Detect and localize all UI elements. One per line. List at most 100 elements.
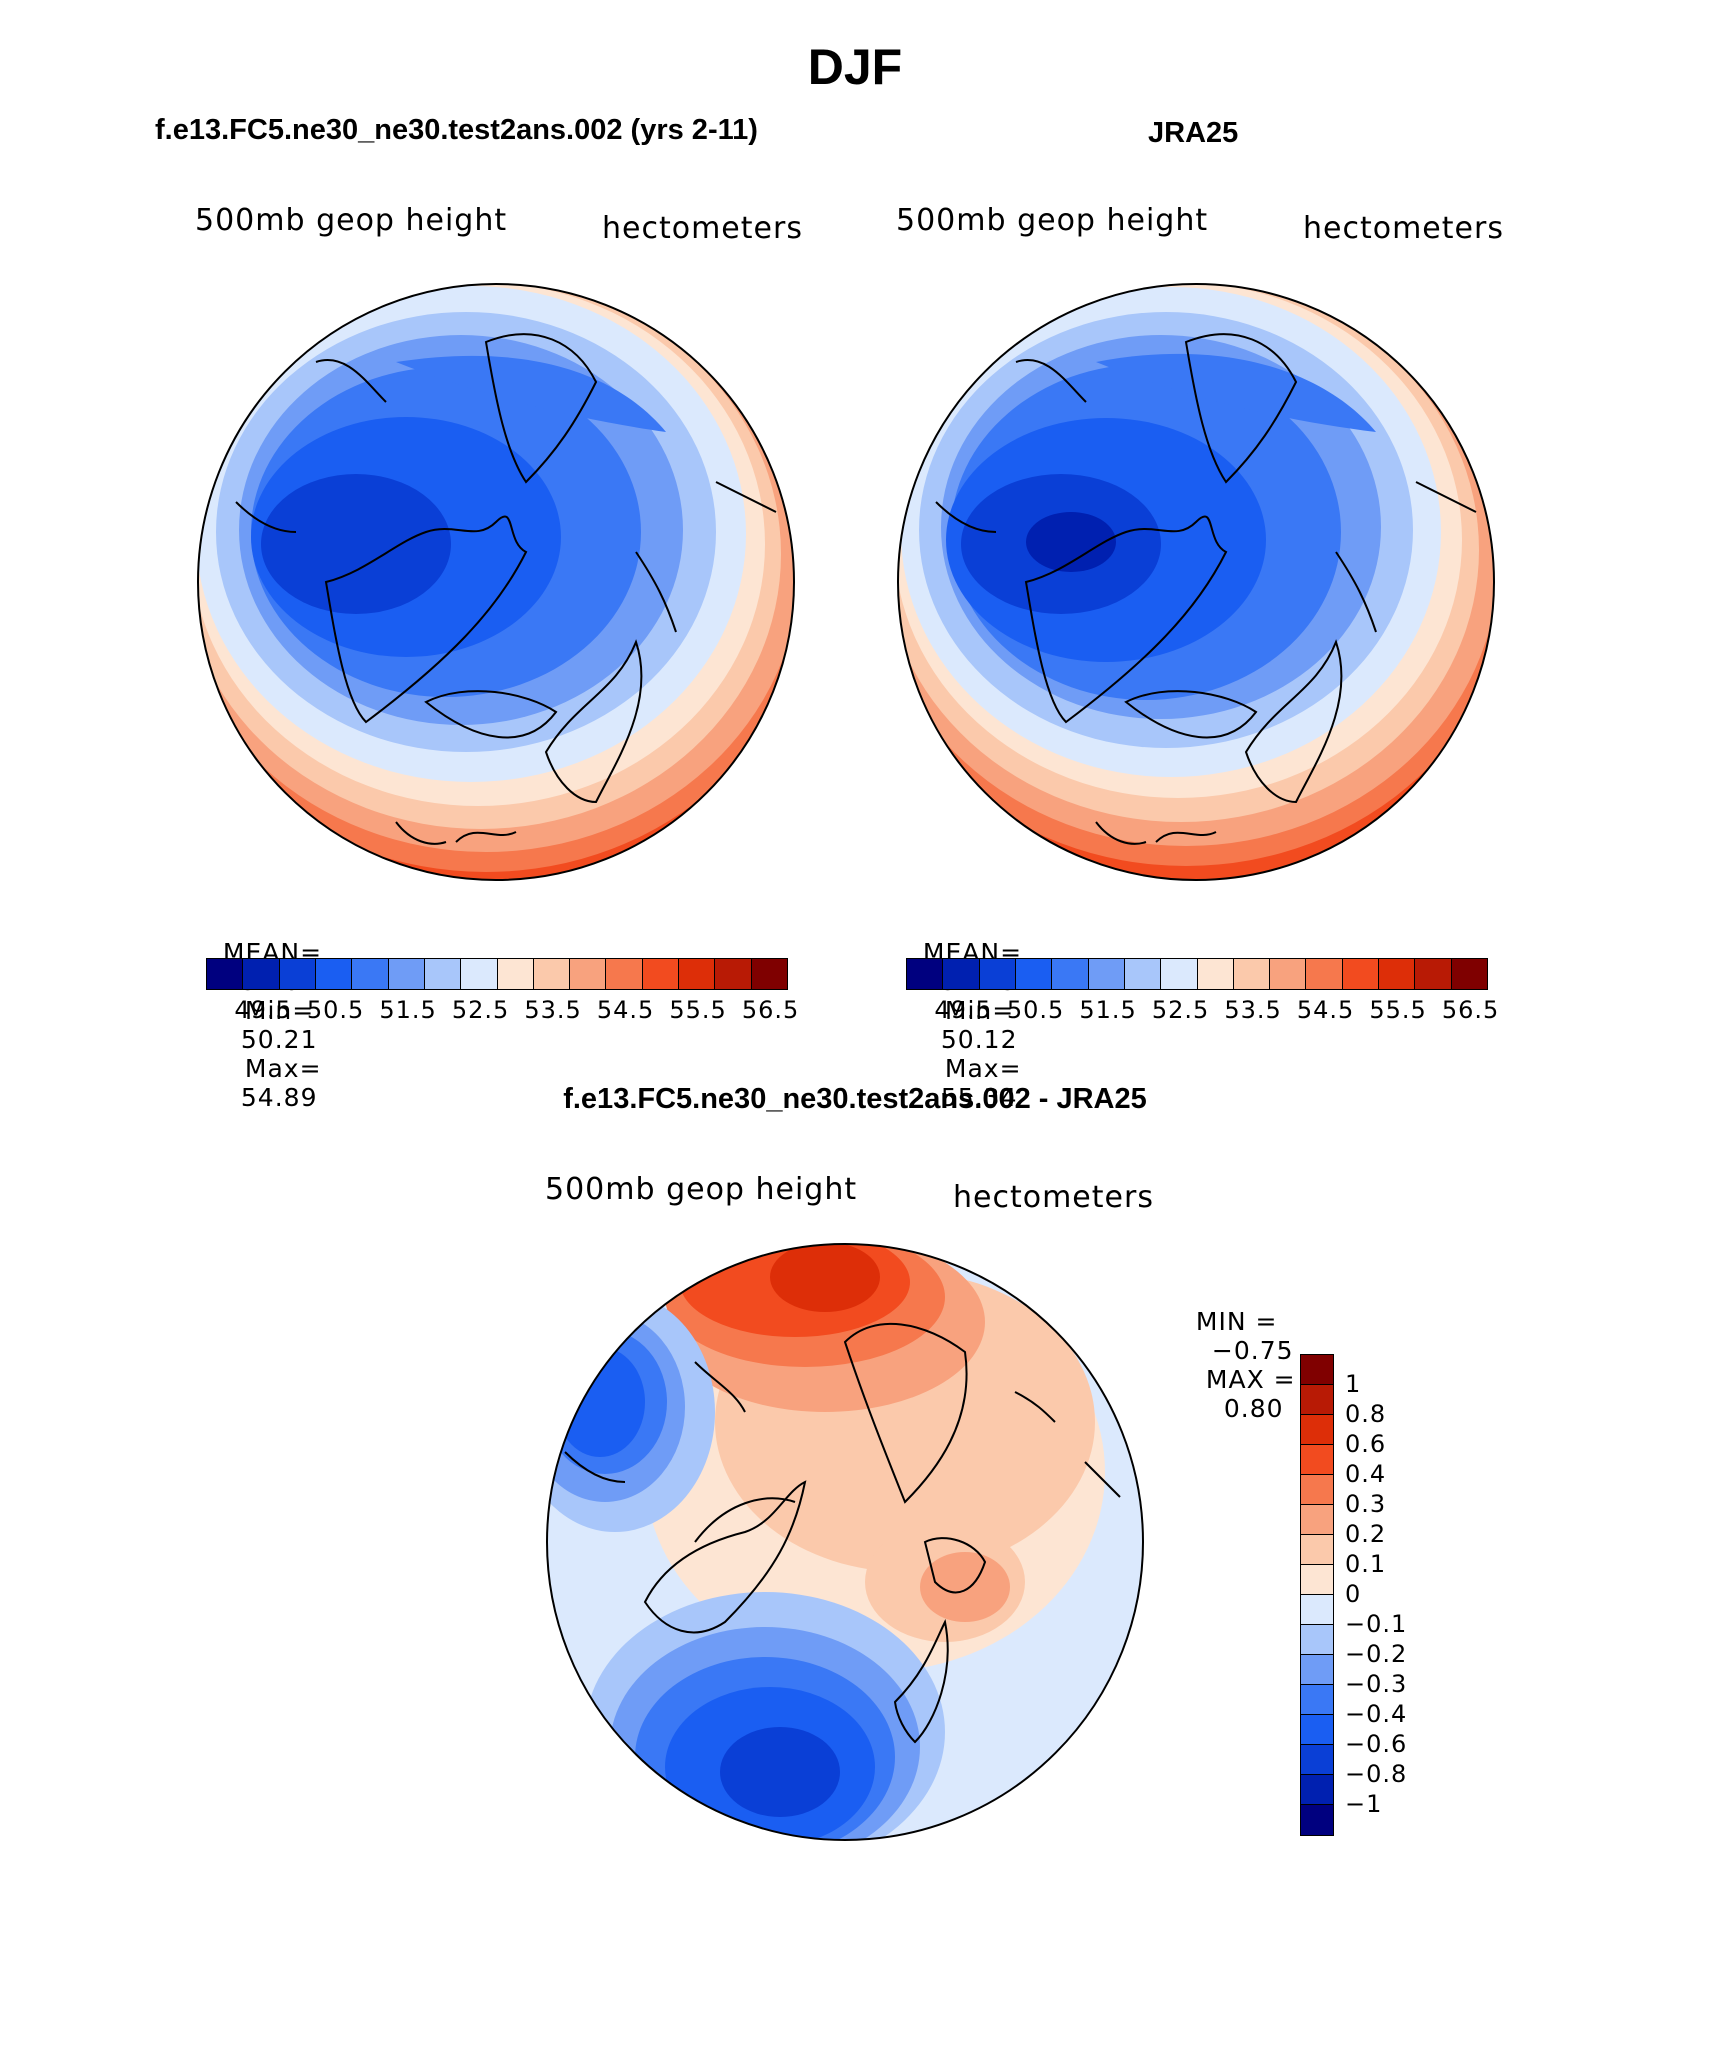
colorbar-swatch [352,959,389,989]
diff-units: hectometers [953,1180,1154,1215]
panel-2-header: JRA25 [1148,117,1239,149]
colorbar-tick-label: −0.8 [1345,1760,1408,1788]
diff-min-max: MIN = −0.75 MAX = 0.80 [1178,1278,1296,1423]
colorbar-swatch [1301,1715,1333,1745]
colorbar-swatch [1233,959,1271,989]
diff-polar-map [546,1243,1144,1841]
colorbar-tick-label: 50.5 [306,996,365,1024]
colorbar-tick-label: 53.5 [1224,996,1282,1024]
colorbar-swatch [461,959,498,989]
colorbar-swatch [533,959,571,989]
colorbar-swatch [642,959,680,989]
colorbar-tick-label: 49.5 [234,996,292,1024]
colorbar-swatch [1379,959,1416,989]
colorbar-swatch [1301,1445,1333,1475]
diff-min-value: −0.75 [1211,1336,1294,1365]
colorbar-swatch [1124,959,1162,989]
colorbar-tick-label: −1 [1345,1790,1383,1818]
colorbar-swatch [1270,959,1307,989]
colorbar-swatch [606,959,643,989]
panel-1-polar-map [197,283,795,881]
colorbar-tick-label: 52.5 [1151,996,1210,1024]
colorbar-swatch [1301,1505,1333,1535]
colorbar-swatch [751,959,787,989]
colorbar-tick-label: 0.2 [1345,1520,1387,1548]
diff-max-label: MAX = [1205,1365,1296,1394]
colorbar-tick-label: 54.5 [1296,996,1355,1024]
panel-2-colorbar-ticks: 49.5 50.5 51.5 52.5 53.5 54.5 55.5 56.5 [906,996,1498,1026]
panel-1-max-label: Max= [244,1054,322,1083]
colorbar-swatch [497,959,534,989]
colorbar-swatch [1301,1805,1333,1835]
diff-max-value: 0.80 [1223,1394,1284,1423]
colorbar-tick-label: 0.6 [1345,1430,1387,1458]
colorbar-swatch [1161,959,1198,989]
diff-field-label: 500mb geop height [545,1172,858,1207]
panel-1-colorbar [206,958,788,990]
colorbar-swatch [1301,1385,1333,1415]
colorbar-swatch [1306,959,1343,989]
colorbar-tick-label: 56.5 [741,996,800,1024]
colorbar-swatch [1301,1415,1333,1445]
panel-1-header: f.e13.FC5.ne30_ne30.test2ans.002 (yrs 2-… [155,114,758,146]
colorbar-tick-label: 1 [1345,1370,1362,1398]
colorbar-swatch [1301,1625,1333,1655]
panel-2-min-value: 50.12 [940,1025,1018,1054]
diff-min-label: MIN = [1195,1307,1278,1336]
colorbar-swatch [1451,959,1487,989]
colorbar-swatch [424,959,462,989]
diff-colorbar-ticks: 1 0.8 0.6 0.4 0.3 0.2 0.1 0 −0.1 −0.2 −0.3 −0.4 −0.6… [1345,1354,1465,1834]
colorbar-tick-label: 54.5 [596,996,655,1024]
panel-2-max-value: 55.34 [940,1083,1018,1112]
colorbar-swatch [1301,1775,1333,1805]
panel-1-min-value: 50.21 [240,1025,318,1054]
panel-2-colorbar [906,958,1488,990]
colorbar-swatch [679,959,716,989]
diff-header: f.e13.FC5.ne30_ne30.test2ans.002 - JRA25 [563,1083,1147,1115]
colorbar-tick-label: 0.8 [1345,1400,1387,1428]
colorbar-swatch [207,959,244,989]
colorbar-swatch [979,959,1016,989]
page-title: DJF [807,39,903,95]
colorbar-swatch [1301,1565,1333,1595]
colorbar-tick-label: −0.1 [1345,1610,1408,1638]
colorbar-swatch [279,959,316,989]
diff-colorbar [1300,1354,1334,1836]
colorbar-swatch [1197,959,1234,989]
colorbar-swatch [388,959,425,989]
colorbar-swatch [1301,1355,1333,1385]
colorbar-swatch [1015,959,1053,989]
colorbar-tick-label: 56.5 [1441,996,1500,1024]
colorbar-swatch [1301,1595,1333,1625]
colorbar-tick-label: −0.3 [1345,1670,1408,1698]
colorbar-swatch [1301,1745,1333,1775]
panel-2-units: hectometers [1303,211,1504,246]
panel-2-field-label: 500mb geop height [896,203,1209,238]
colorbar-swatch [243,959,280,989]
panel-1-min-label: Min= [244,996,315,1025]
colorbar-tick-label: 55.5 [669,996,727,1024]
colorbar-tick-label: 0.1 [1345,1550,1387,1578]
colorbar-tick-label: 0 [1345,1580,1362,1608]
colorbar-tick-label: 0.3 [1345,1490,1387,1518]
colorbar-swatch [570,959,607,989]
colorbar-swatch [715,959,752,989]
colorbar-swatch [1415,959,1452,989]
colorbar-tick-label: −0.6 [1345,1730,1408,1758]
colorbar-swatch [1301,1475,1333,1505]
colorbar-swatch [907,959,944,989]
colorbar-tick-label: 0.4 [1345,1460,1387,1488]
colorbar-swatch [1052,959,1089,989]
colorbar-tick-label: 49.5 [934,996,992,1024]
panel-1-units: hectometers [602,211,803,246]
colorbar-tick-label: 50.5 [1006,996,1065,1024]
colorbar-swatch [1342,959,1380,989]
colorbar-swatch [1301,1655,1333,1685]
colorbar-tick-label: 52.5 [451,996,510,1024]
panel-2-max-label: Max= [944,1054,1022,1083]
colorbar-tick-label: 51.5 [379,996,437,1024]
colorbar-swatch [1088,959,1125,989]
colorbar-swatch [315,959,353,989]
colorbar-swatch [943,959,980,989]
colorbar-tick-label: 51.5 [1079,996,1137,1024]
